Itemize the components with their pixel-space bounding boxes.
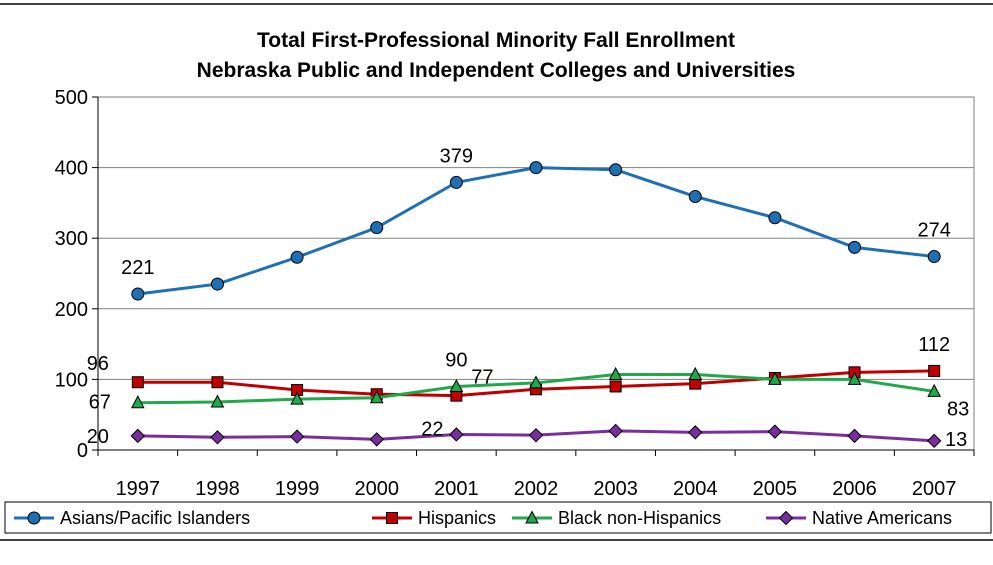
data-point-marker — [369, 432, 384, 447]
y-tick-label: 200 — [55, 299, 88, 321]
data-label: 112 — [918, 334, 950, 356]
data-point-marker — [289, 429, 305, 444]
legend-marker — [386, 512, 398, 524]
x-tick-label: 1998 — [195, 478, 240, 500]
data-label: 77 — [471, 367, 493, 389]
y-axis: 0 100 200 300 400 500 — [55, 87, 99, 462]
legend-label: Native Americans — [812, 508, 952, 528]
data-label: 90 — [445, 349, 467, 371]
data-label: 13 — [945, 429, 967, 451]
data-label: 221 — [121, 257, 154, 279]
series-line — [137, 166, 935, 296]
data-point-marker — [130, 395, 145, 409]
data-point-marker — [928, 364, 941, 377]
x-tick-label: 1999 — [275, 478, 320, 500]
data-point-marker — [847, 428, 862, 444]
y-tick-label: 500 — [55, 87, 88, 109]
data-point-marker — [210, 394, 225, 408]
data-point-marker — [130, 428, 146, 444]
y-tick-label: 0 — [77, 440, 88, 462]
data-label: 20 — [87, 426, 109, 448]
data-point-marker — [927, 250, 941, 264]
plot-area — [97, 96, 975, 451]
x-tick-label: 2002 — [514, 478, 559, 500]
data-label: 22 — [421, 418, 443, 440]
data-point-marker — [449, 427, 464, 442]
data-point-marker — [528, 427, 544, 443]
y-tick-label: 100 — [55, 369, 88, 391]
data-point-marker — [210, 430, 225, 445]
data-point-marker — [370, 221, 384, 235]
data-point-marker — [767, 424, 783, 439]
chart-title-line-2: Nebraska Public and Independent Colleges… — [197, 59, 796, 82]
data-point-marker — [131, 376, 144, 389]
data-point-marker — [290, 391, 304, 405]
legend-marker — [778, 510, 794, 526]
data-point-marker — [927, 383, 942, 397]
data-point-marker — [608, 423, 623, 439]
data-point-marker — [847, 371, 862, 385]
series-group — [130, 161, 942, 449]
data-point-marker — [848, 240, 862, 254]
data-point-marker — [449, 175, 463, 189]
data-point-marker — [211, 376, 224, 389]
x-tick-label: 1997 — [116, 478, 161, 500]
x-axis: 1997 1998 1999 2000 2001 2002 2003 2004 2005 2006… — [97, 449, 975, 500]
chart-title-line-1: Total First-Professional Minority Fall E… — [257, 29, 735, 52]
data-point-marker — [688, 190, 702, 204]
data-labels: 221 379 274 96 77 112 67 90 83 20 22 13 — [87, 145, 970, 450]
data-point-marker — [529, 375, 543, 389]
legend-marker — [27, 511, 41, 525]
data-point-marker — [688, 366, 703, 380]
legend-label: Asians/Pacific Islanders — [60, 508, 250, 528]
y-tick-label: 300 — [55, 228, 88, 250]
data-point-marker — [768, 371, 782, 385]
data-point-marker — [609, 380, 622, 393]
x-tick-label: 2001 — [434, 478, 479, 500]
data-point-marker — [609, 163, 623, 177]
legend-label: Black non-Hispanics — [558, 508, 721, 528]
x-tick-label: 2005 — [753, 478, 798, 500]
data-label: 83 — [947, 398, 969, 420]
data-point-marker — [449, 378, 464, 392]
legend-label: Hispanics — [418, 508, 496, 528]
data-point-marker — [608, 366, 623, 380]
x-tick-label: 2004 — [673, 478, 718, 500]
x-tick-label: 2007 — [912, 478, 957, 500]
legend-box — [4, 501, 992, 534]
gridlines — [98, 167, 974, 380]
data-point-marker — [688, 425, 703, 440]
legend-marker — [525, 510, 539, 524]
x-tick-label: 2003 — [593, 478, 638, 500]
data-point-marker — [369, 390, 384, 404]
data-point-marker — [290, 250, 304, 264]
data-point-marker — [926, 433, 942, 449]
data-point-marker — [768, 211, 782, 225]
data-point-marker — [529, 161, 543, 175]
legend: Asians/Pacific Islanders Hispanics Black n… — [14, 508, 952, 528]
data-point-marker — [210, 277, 224, 291]
y-tick-label: 400 — [55, 158, 88, 180]
data-label: 67 — [89, 392, 111, 414]
data-label: 274 — [917, 220, 950, 242]
x-tick-label: 2006 — [832, 478, 877, 500]
data-point-marker — [131, 287, 145, 301]
data-label: 96 — [87, 353, 109, 375]
x-tick-label: 2000 — [354, 478, 399, 500]
data-label: 379 — [440, 145, 473, 167]
